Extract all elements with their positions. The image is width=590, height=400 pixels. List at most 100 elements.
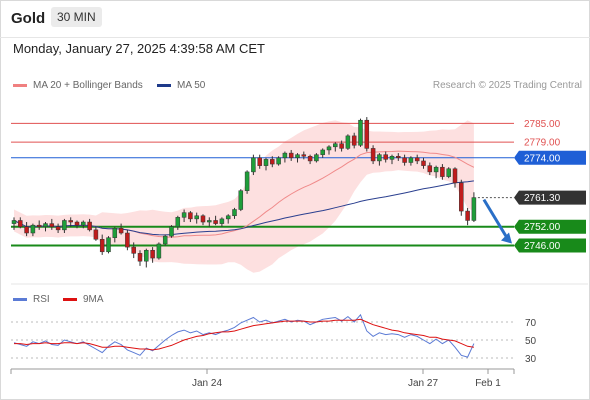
instrument-title: Gold (11, 10, 46, 27)
candle-body (446, 168, 451, 177)
9ma-swatch (63, 298, 77, 301)
candle-body (175, 217, 181, 227)
rsi-swatch (13, 298, 27, 301)
candle-body (49, 223, 55, 227)
ma20-swatch (13, 84, 27, 87)
candle-body (364, 119, 370, 149)
candle-body (351, 135, 357, 146)
candle-body (144, 249, 149, 262)
candle-body (282, 152, 288, 159)
candle-body (188, 212, 193, 220)
rsi-tick-label: 70 (525, 318, 537, 329)
ma50-swatch (157, 84, 171, 87)
candle-body (421, 160, 426, 166)
candle-body (213, 220, 218, 224)
candle-body (207, 220, 212, 223)
forecast-arrowhead (501, 232, 512, 244)
price-label: 2752.00 (524, 222, 561, 233)
x-tick-label: Jan 24 (192, 378, 222, 389)
price-label: 2785.00 (524, 119, 561, 130)
candle-body (314, 154, 319, 162)
price-label: 2774.00 (524, 153, 561, 164)
candle-body (200, 215, 206, 223)
candle-body (219, 218, 225, 224)
price-label-tag (514, 238, 586, 253)
candle-body (93, 229, 99, 240)
candle-body (408, 157, 414, 163)
candle-body (125, 232, 130, 248)
candle-body (194, 215, 199, 220)
candle-body (427, 165, 433, 173)
candle-body (396, 155, 401, 159)
price-label-tag (514, 219, 586, 234)
candle-body (169, 226, 174, 237)
price-label: 2746.00 (524, 241, 561, 252)
candle-body (24, 226, 29, 234)
candle-body (162, 235, 168, 245)
candle-body (18, 220, 23, 227)
candle-body (251, 157, 256, 173)
legend-item-rsi: RSI (13, 294, 50, 305)
candle-body (68, 220, 73, 223)
research-credit: Research © 2025 Trading Central (432, 80, 582, 91)
candle-body (452, 168, 458, 184)
candle-body (383, 154, 388, 160)
candle-body (358, 119, 363, 146)
candle-body (81, 221, 86, 226)
candle-body (181, 212, 187, 218)
candle-body (301, 154, 307, 157)
candle-body (345, 135, 351, 149)
legend-label-rsi: RSI (33, 294, 50, 305)
candle-body (11, 220, 17, 224)
candle-body (112, 228, 118, 238)
candle-body (307, 155, 313, 162)
candle-body (244, 171, 250, 191)
candle-body (402, 157, 407, 163)
rsi-9ma-line (14, 318, 474, 351)
legend-label-9ma: 9MA (83, 294, 104, 305)
candle-body (156, 243, 162, 259)
candle-body (87, 221, 92, 231)
price-label: 2761.30 (524, 193, 561, 204)
legend-item-ma20: MA 20 + Bollinger Bands (13, 80, 143, 91)
candle-body (74, 221, 80, 226)
candle-body (471, 197, 477, 221)
legend-label-ma50: MA 50 (177, 80, 206, 91)
candle-body (106, 237, 111, 253)
candle-body (377, 154, 382, 162)
candle-body (137, 253, 143, 262)
legend-item-9ma: 9MA (63, 294, 104, 305)
candle-body (263, 159, 269, 166)
candle-body (62, 220, 67, 231)
timestamp: Monday, January 27, 2025 4:39:58 AM CET (13, 41, 265, 56)
price-label-tag (514, 190, 586, 205)
timeframe-button[interactable]: 30 MIN (51, 7, 102, 27)
candle-body (118, 228, 124, 234)
candle-body (225, 215, 231, 220)
rsi-line (13, 313, 475, 358)
candle-body (43, 223, 48, 227)
legend-label-ma20: MA 20 + Bollinger Bands (33, 80, 143, 91)
candle-body (150, 249, 155, 259)
price-label-tag (514, 150, 586, 165)
candle-body (99, 239, 105, 253)
candle-body (276, 157, 281, 165)
rsi-tick-label: 30 (525, 354, 537, 365)
candle-body (320, 149, 325, 155)
candle-body (30, 224, 36, 234)
candle-body (440, 166, 445, 177)
legend-item-ma50: MA 50 (157, 80, 205, 91)
candle-body (389, 155, 395, 160)
candle-body (238, 190, 244, 210)
candle-body (55, 226, 61, 231)
price-label: 2779.00 (524, 138, 561, 149)
forecast-arrow (482, 198, 510, 241)
candle-body (131, 246, 136, 254)
candle-body (459, 182, 464, 212)
candle-body (36, 224, 42, 227)
candle-body (370, 148, 376, 162)
candle-body (465, 210, 470, 221)
chart-header: Gold 30 MIN (0, 0, 590, 38)
candle-body (326, 146, 332, 151)
